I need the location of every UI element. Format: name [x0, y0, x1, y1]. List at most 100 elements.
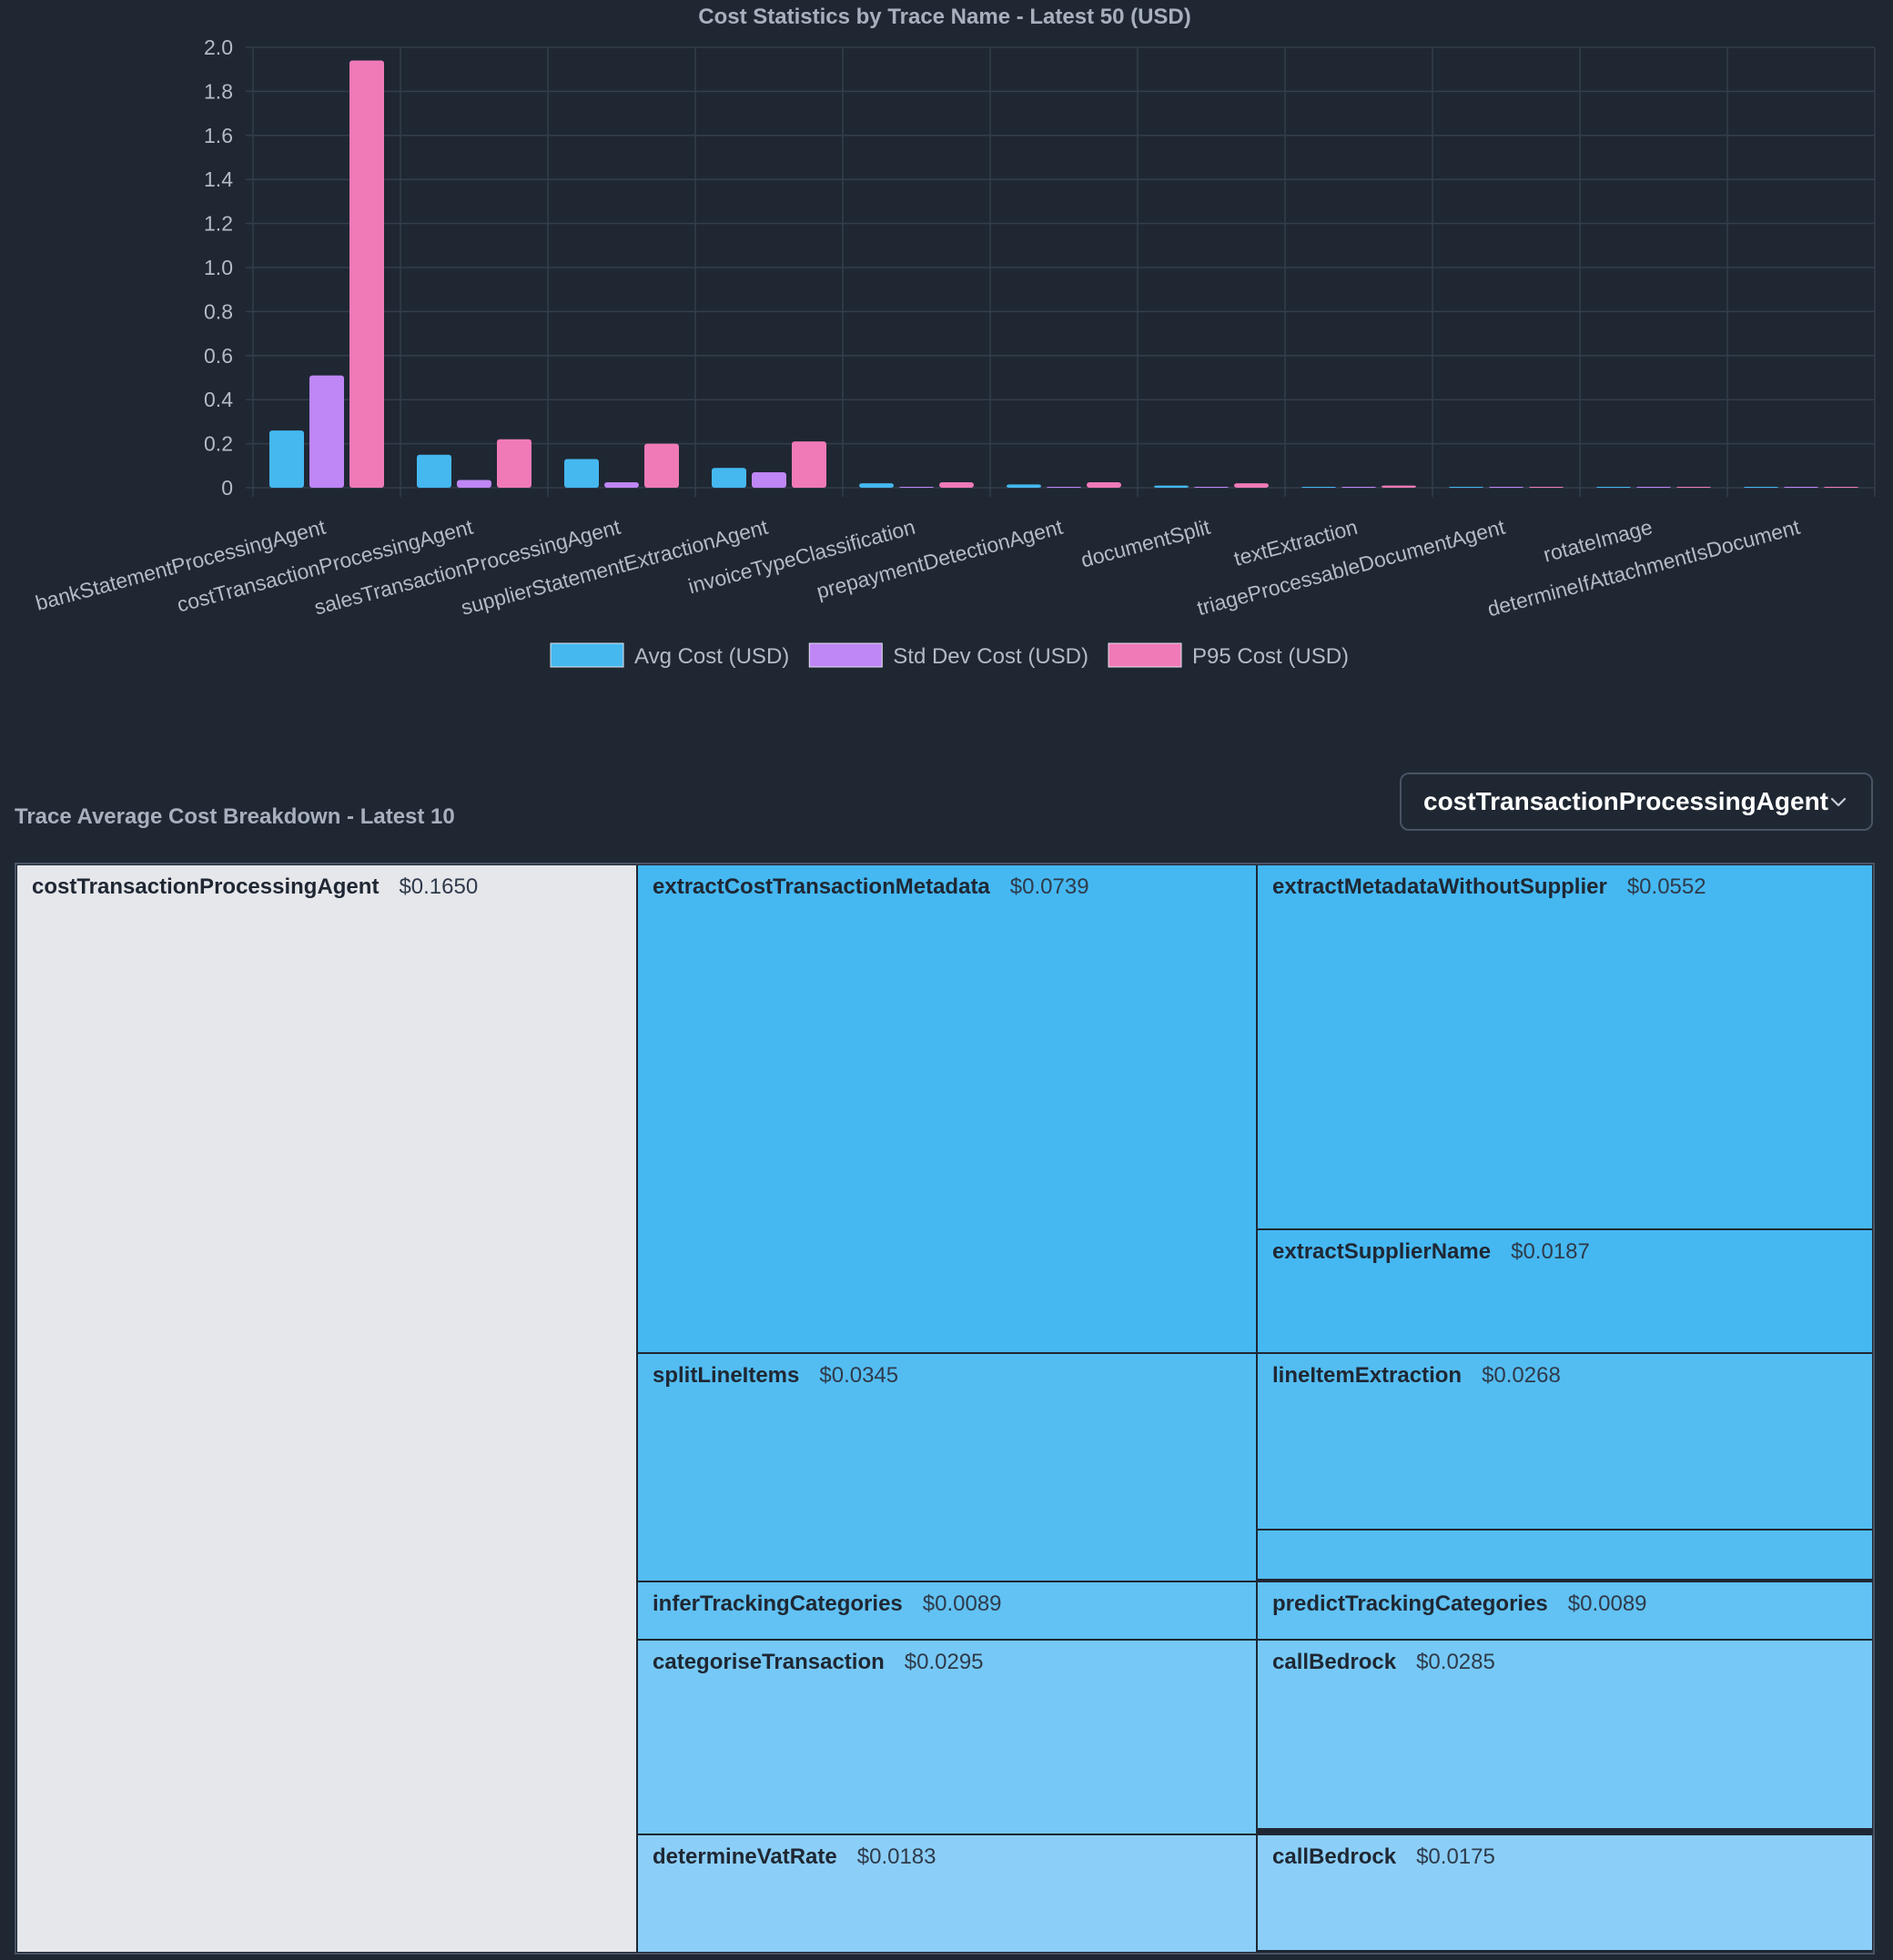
y-tick-label: 1.8: [204, 79, 233, 103]
node-name: costTransactionProcessingAgent: [32, 874, 380, 899]
legend-label[interactable]: Std Dev Cost (USD): [893, 644, 1088, 669]
bar[interactable]: [1489, 487, 1524, 488]
node-cost: $0.1650: [399, 874, 479, 899]
legend-swatch[interactable]: [550, 642, 624, 668]
node-name: callBedrock: [1272, 1650, 1397, 1674]
y-tick-label: 1.0: [204, 256, 233, 279]
node-name: determineVatRate: [653, 1844, 837, 1869]
bar[interactable]: [1087, 481, 1121, 488]
treemap-node[interactable]: determineVatRate $0.0183: [637, 1834, 1257, 1953]
treemap-node[interactable]: callBedrock $0.0175: [1257, 1834, 1873, 1951]
bar[interactable]: [1744, 487, 1778, 488]
treemap-node[interactable]: extractSupplierName $0.0187: [1257, 1229, 1873, 1353]
treemap-node[interactable]: categoriseTransaction $0.0295: [637, 1640, 1257, 1834]
bar[interactable]: [604, 481, 639, 488]
y-tick-label: 0: [221, 476, 233, 500]
node-cost: $0.0089: [922, 1591, 1002, 1616]
y-tick-label: 0.4: [204, 388, 233, 411]
x-tick-label: prepaymentDetectionAgent: [814, 515, 1066, 603]
bar[interactable]: [1194, 487, 1229, 488]
node-cost: $0.0285: [1416, 1650, 1495, 1674]
y-axis: 0 0.2 0.4 0.6 0.8 1.0 1.2 1.4 1.6 1.8 2.0: [204, 35, 233, 500]
x-axis: bankStatementProcessingAgentcostTransact…: [33, 515, 1803, 621]
bar[interactable]: [712, 468, 746, 488]
bar[interactable]: [349, 60, 384, 489]
node-name: inferTrackingCategories: [653, 1591, 903, 1616]
trace-select[interactable]: costTransactionProcessingAgent: [1400, 773, 1873, 831]
y-tick-label: 2.0: [204, 35, 233, 59]
chevron-down-icon: [1830, 797, 1847, 807]
bar[interactable]: [564, 459, 599, 488]
node-name: extractCostTransactionMetadata: [653, 874, 990, 899]
y-tick-label: 1.6: [204, 124, 233, 147]
bar[interactable]: [1301, 487, 1336, 488]
legend-label[interactable]: P95 Cost (USD): [1192, 644, 1349, 669]
bar[interactable]: [457, 480, 491, 488]
bar[interactable]: [269, 430, 304, 488]
bar[interactable]: [1234, 483, 1269, 488]
node-cost: $0.0739: [1009, 874, 1089, 899]
legend-swatch[interactable]: [1108, 642, 1182, 668]
treemap-node[interactable]: costTransactionProcessingAgent $0.1650: [16, 864, 637, 1953]
trace-select-value: costTransactionProcessingAgent: [1423, 787, 1829, 815]
node-name: lineItemExtraction: [1272, 1363, 1463, 1388]
node-cost: $0.0268: [1482, 1363, 1561, 1388]
bar[interactable]: [1449, 487, 1483, 488]
bar[interactable]: [899, 487, 934, 488]
x-tick-label: documentSplit: [1078, 515, 1213, 572]
bar[interactable]: [1007, 484, 1041, 488]
bar[interactable]: [309, 375, 344, 488]
node-cost: $0.0187: [1511, 1239, 1590, 1264]
node-cost: $0.0089: [1567, 1591, 1647, 1616]
y-tick-label: 1.2: [204, 212, 233, 236]
bar[interactable]: [1529, 487, 1564, 488]
bar[interactable]: [1341, 487, 1376, 488]
treemap-node[interactable]: lineItemExtraction $0.0268: [1257, 1353, 1873, 1530]
treemap-node[interactable]: predictTrackingCategories $0.0089: [1257, 1581, 1873, 1640]
bar[interactable]: [644, 443, 679, 488]
legend-swatch[interactable]: [808, 642, 883, 668]
node-cost: $0.0183: [856, 1844, 936, 1869]
y-tick-label: 0.8: [204, 299, 233, 323]
node-cost: $0.0295: [904, 1650, 984, 1674]
bar[interactable]: [1824, 487, 1858, 488]
bar[interactable]: [1047, 487, 1081, 488]
bar[interactable]: [1676, 487, 1711, 488]
y-tick-label: 0.6: [204, 344, 233, 368]
bar[interactable]: [1154, 485, 1189, 488]
node-name: extractSupplierName: [1272, 1239, 1492, 1264]
treemap-node[interactable]: extractMetadataWithoutSupplier $0.0552: [1257, 864, 1873, 1229]
chart-title: Cost Statistics by Trace Name - Latest 5…: [698, 5, 1191, 29]
bar[interactable]: [752, 472, 786, 488]
node-name: categoriseTransaction: [653, 1650, 885, 1674]
treemap-node[interactable]: [1257, 1530, 1873, 1580]
bar[interactable]: [792, 441, 826, 488]
cost-statistics-chart: Cost Statistics by Trace Name - Latest 5…: [33, 5, 1876, 669]
chart-legend[interactable]: Avg Cost (USD) Std Dev Cost (USD) P95 Cost…: [550, 642, 1349, 669]
treemap-node[interactable]: extractCostTransactionMetadata $0.0739: [637, 864, 1257, 1353]
legend-label[interactable]: Avg Cost (USD): [634, 644, 789, 669]
treemap-node[interactable]: splitLineItems $0.0345: [637, 1353, 1257, 1581]
treemap-node[interactable]: inferTrackingCategories $0.0089: [637, 1581, 1257, 1640]
node-cost: $0.0345: [819, 1363, 899, 1388]
cost-breakdown-treemap: costTransactionProcessingAgent $0.1650 ex…: [15, 863, 1875, 1955]
bar[interactable]: [859, 483, 894, 488]
bar[interactable]: [417, 454, 451, 488]
breakdown-title: Trace Average Cost Breakdown - Latest 10: [15, 804, 455, 829]
bar[interactable]: [497, 439, 531, 488]
bar[interactable]: [1596, 487, 1631, 488]
bar[interactable]: [1382, 485, 1416, 488]
node-name: splitLineItems: [653, 1363, 800, 1388]
node-name: predictTrackingCategories: [1272, 1591, 1548, 1616]
chart-gridlines: [246, 46, 1876, 497]
y-tick-label: 0.2: [204, 432, 233, 456]
node-cost: $0.0552: [1626, 874, 1706, 899]
chart-bars: [269, 60, 1858, 489]
y-tick-label: 1.4: [204, 167, 233, 191]
bar[interactable]: [939, 481, 974, 488]
bar[interactable]: [1636, 487, 1671, 488]
bar[interactable]: [1784, 487, 1818, 488]
node-name: callBedrock: [1272, 1844, 1397, 1869]
node-cost: $0.0175: [1416, 1844, 1495, 1869]
treemap-node[interactable]: callBedrock $0.0285: [1257, 1640, 1873, 1829]
